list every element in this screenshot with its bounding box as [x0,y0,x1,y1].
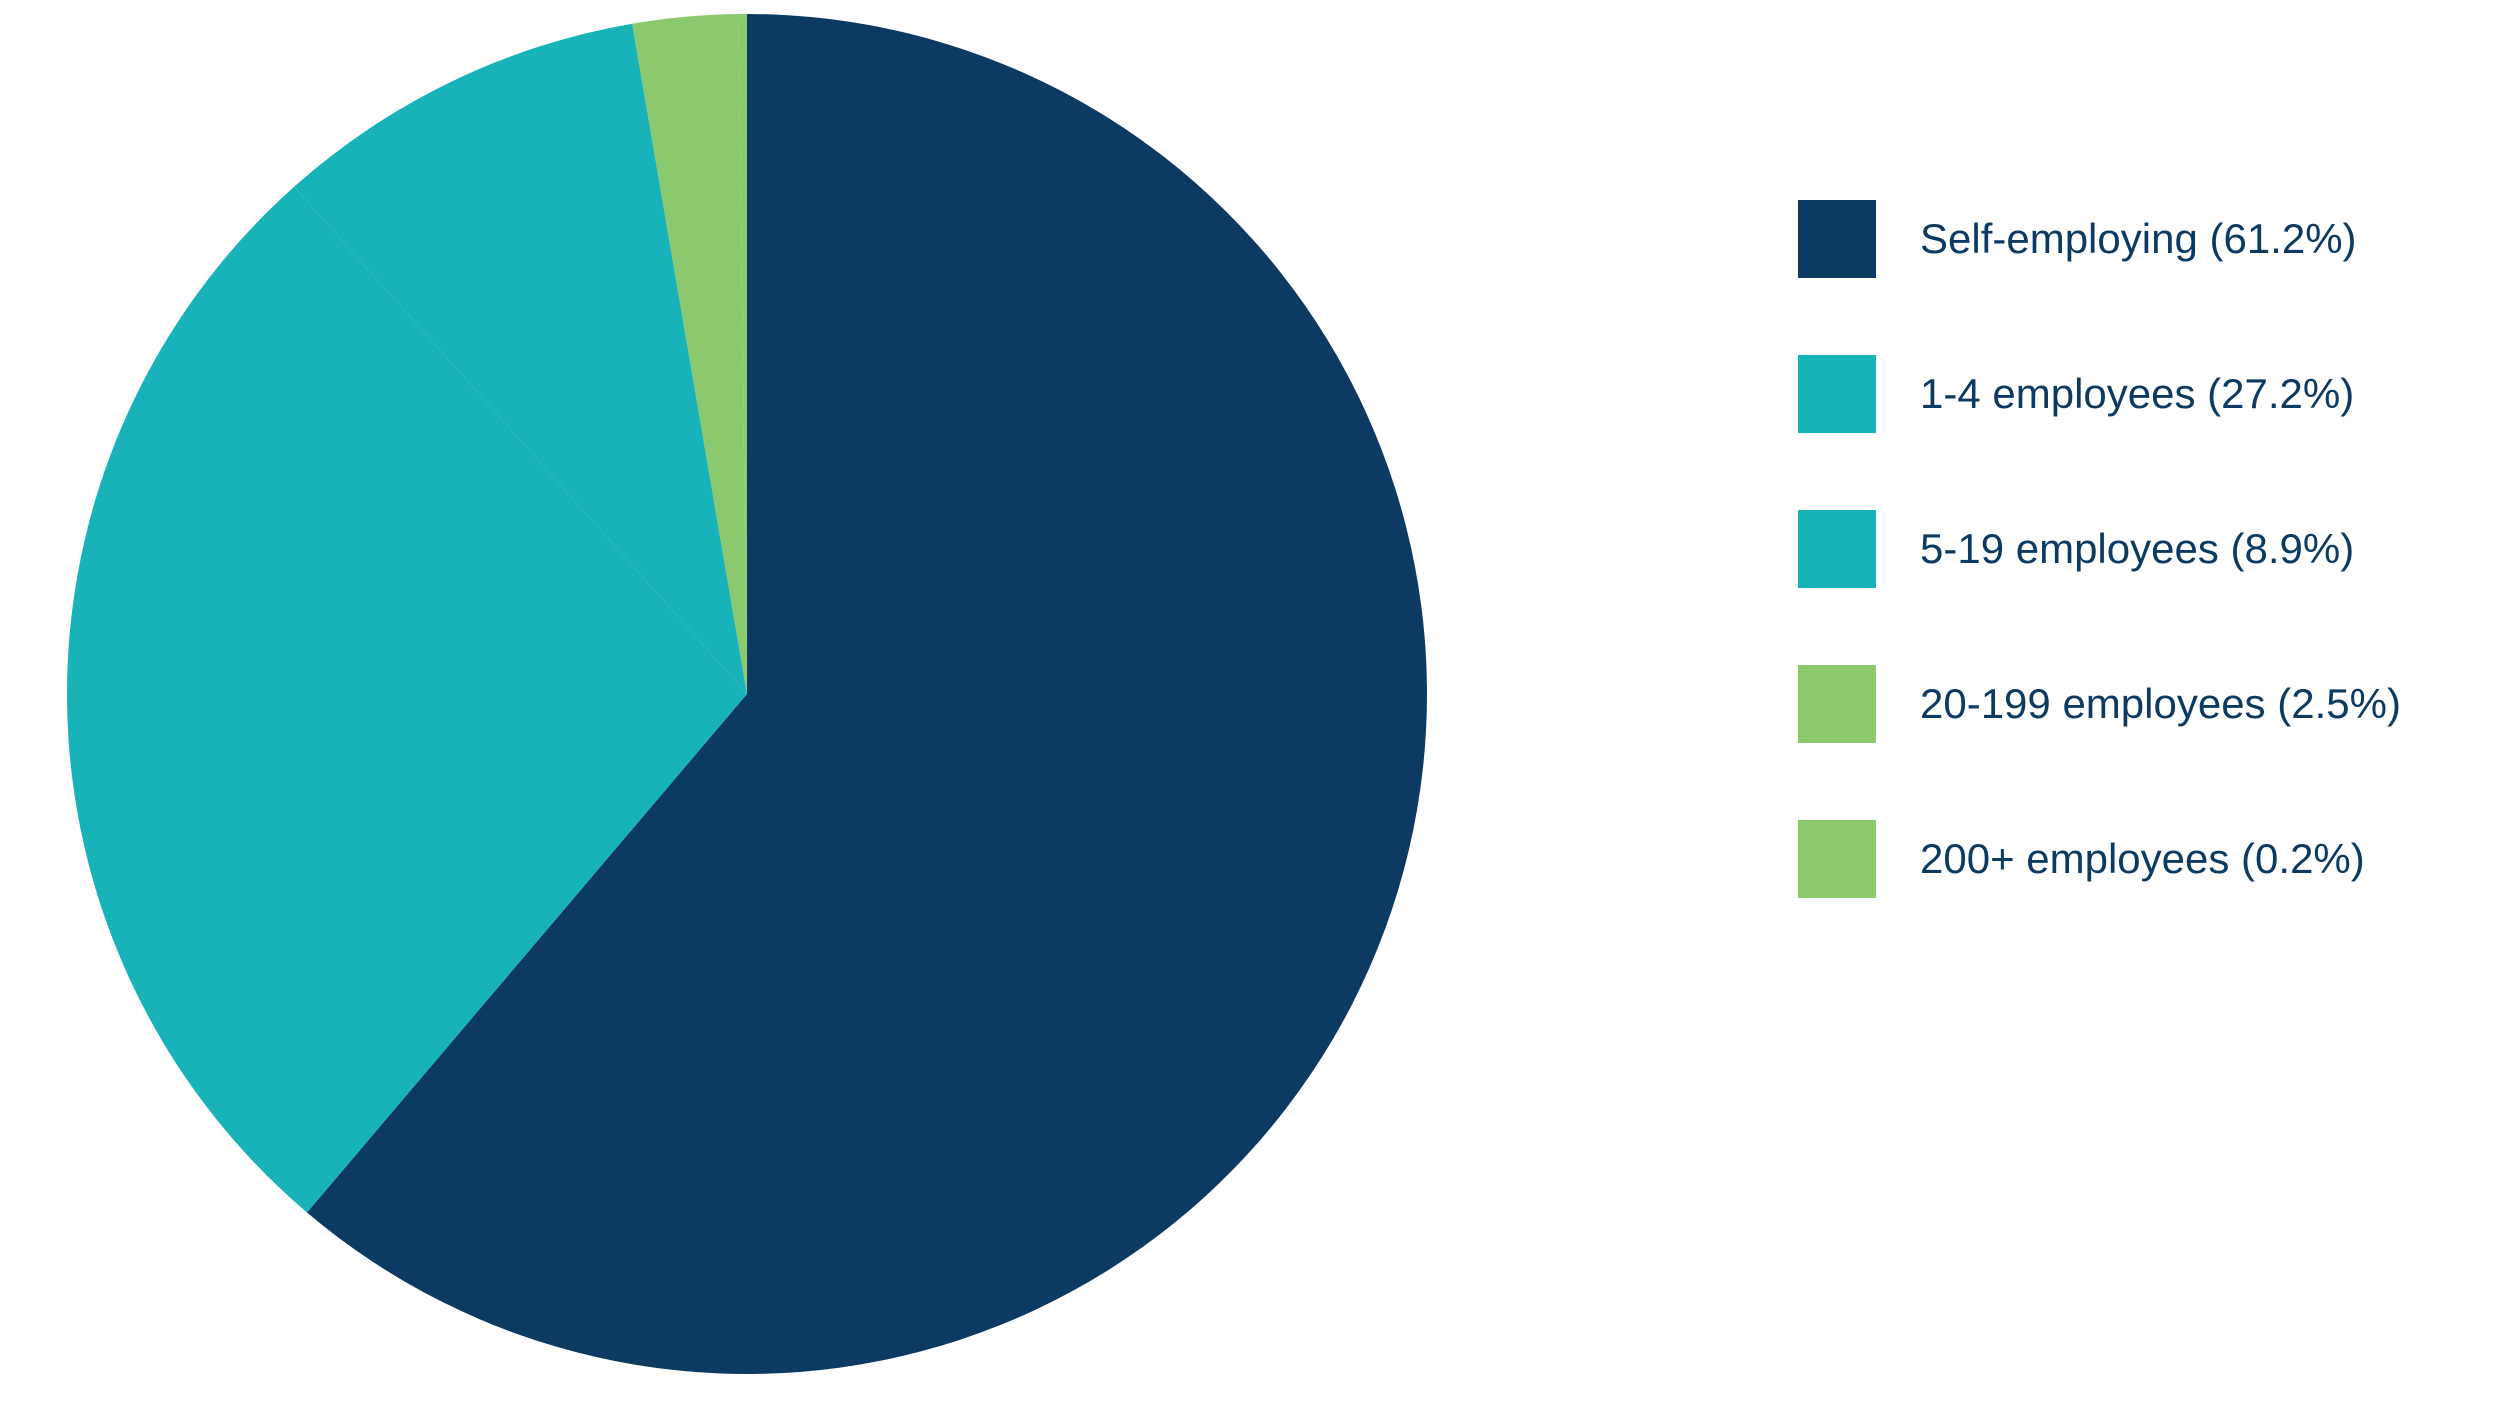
legend-item: 1-4 employees (27.2%) [1798,355,2401,433]
legend-label: 1-4 employees (27.2%) [1920,370,2354,418]
legend-label: 200+ employees (0.2%) [1920,835,2365,883]
legend-item: 200+ employees (0.2%) [1798,820,2401,898]
legend-item: 5-19 employees (8.9%) [1798,510,2401,588]
legend-swatch [1798,820,1876,898]
legend-label: 5-19 employees (8.9%) [1920,525,2354,573]
legend-item: Self-employing (61.2%) [1798,200,2401,278]
legend-label: 20-199 employees (2.5%) [1920,680,2401,728]
legend-swatch [1798,665,1876,743]
legend-label: Self-employing (61.2%) [1920,215,2357,263]
legend: Self-employing (61.2%) 1-4 employees (27.… [1798,200,2401,898]
pie-graphic [67,14,1427,1374]
legend-swatch [1798,510,1876,588]
legend-item: 20-199 employees (2.5%) [1798,665,2401,743]
legend-swatch [1798,200,1876,278]
pie-chart: Self-employing (61.2%) 1-4 employees (27.… [0,0,2499,1410]
legend-swatch [1798,355,1876,433]
pie-svg [67,14,1427,1374]
